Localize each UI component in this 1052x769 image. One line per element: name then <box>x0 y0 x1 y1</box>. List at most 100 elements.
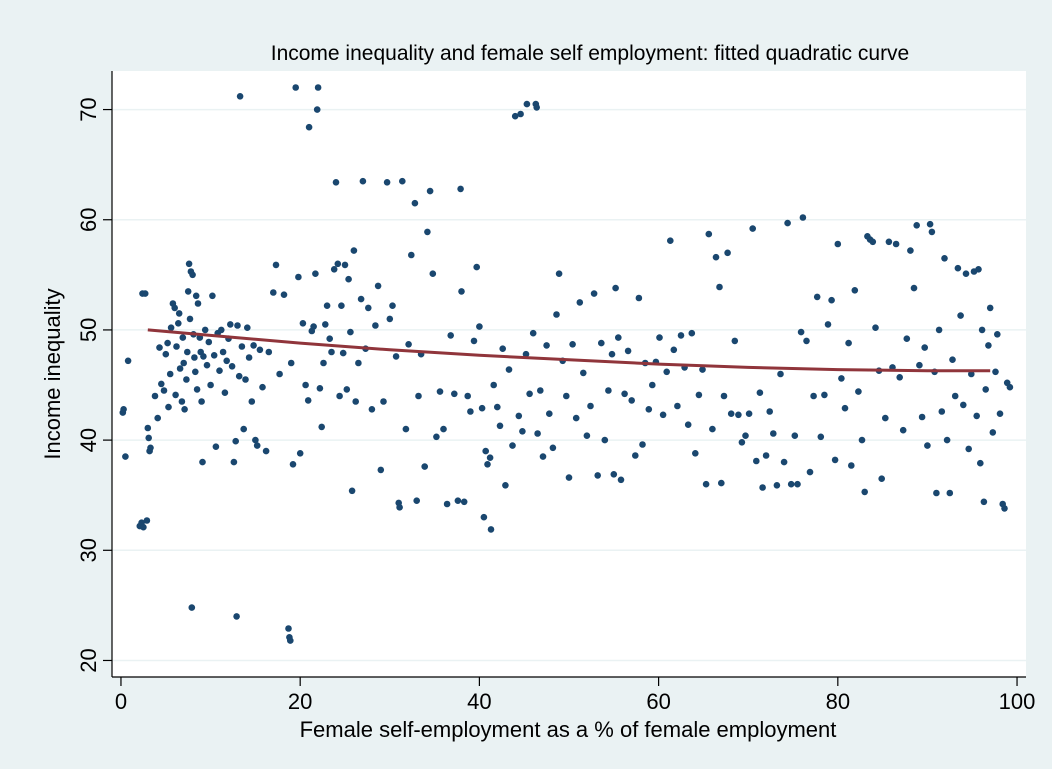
data-point <box>178 398 186 405</box>
data-point <box>171 304 178 312</box>
data-point <box>885 238 893 246</box>
data-point <box>659 411 667 419</box>
data-point <box>248 398 256 405</box>
data-point <box>205 338 213 346</box>
data-point <box>709 425 716 433</box>
data-point <box>949 356 956 364</box>
data-point <box>175 320 182 327</box>
data-point <box>212 443 220 451</box>
data-point <box>280 291 288 299</box>
data-point <box>270 289 277 296</box>
data-point <box>347 328 354 336</box>
data-point <box>392 353 400 360</box>
data-point <box>918 413 926 421</box>
data-point <box>180 359 187 367</box>
data-point <box>994 331 1001 338</box>
data-point <box>234 322 241 329</box>
data-point <box>576 299 584 306</box>
data-point <box>780 458 788 466</box>
data-point <box>624 347 632 355</box>
data-point <box>372 322 379 329</box>
data-point <box>978 326 986 334</box>
data-point <box>160 387 168 394</box>
data-point <box>903 335 911 343</box>
data-point <box>348 487 356 495</box>
data-point <box>464 392 472 400</box>
data-point <box>841 404 849 412</box>
data-point <box>692 450 699 457</box>
data-point <box>359 177 367 185</box>
data-point <box>355 359 362 367</box>
data-point <box>727 410 735 418</box>
data-point <box>295 273 302 281</box>
data-point <box>244 324 251 332</box>
data-point <box>147 444 154 452</box>
y-tick-label-60: 60 <box>76 208 101 232</box>
data-point <box>565 474 573 481</box>
data-point <box>803 337 810 345</box>
data-point <box>695 391 703 399</box>
data-point <box>975 266 982 273</box>
data-point <box>299 320 307 327</box>
data-point <box>334 260 342 268</box>
data-point <box>183 376 190 383</box>
data-point <box>628 397 635 404</box>
data-point <box>946 489 954 497</box>
data-point <box>926 220 934 228</box>
data-point <box>968 370 975 378</box>
data-point <box>933 489 940 497</box>
data-point <box>236 93 244 100</box>
x-tick-label-40: 40 <box>467 689 491 714</box>
data-point <box>443 500 451 508</box>
data-point <box>583 432 591 440</box>
data-point <box>413 497 421 505</box>
data-point <box>122 453 129 460</box>
data-point <box>405 341 412 348</box>
data-point <box>305 123 313 131</box>
data-point <box>216 367 223 375</box>
data-point <box>913 222 920 229</box>
data-point <box>233 613 240 620</box>
data-point <box>572 414 580 422</box>
data-point <box>365 304 372 312</box>
data-point <box>773 482 781 489</box>
data-point <box>167 324 175 332</box>
data-point <box>199 458 206 466</box>
data-point <box>245 354 253 361</box>
data-point <box>242 376 249 383</box>
data-point <box>141 290 149 297</box>
data-point <box>612 284 619 292</box>
data-point <box>124 357 132 365</box>
data-point <box>951 392 959 400</box>
chart-title: Income inequality and female self employ… <box>271 42 910 65</box>
data-point <box>383 179 391 186</box>
data-point <box>312 270 319 278</box>
data-point <box>265 348 273 356</box>
data-point <box>896 374 903 381</box>
data-point <box>601 436 609 444</box>
data-point <box>496 422 504 430</box>
data-point <box>296 450 304 457</box>
data-point <box>724 249 731 257</box>
data-point <box>938 408 946 415</box>
data-point <box>262 447 270 455</box>
data-point <box>943 436 951 444</box>
data-point <box>219 348 227 356</box>
data-point <box>389 302 396 310</box>
data-point <box>176 365 184 372</box>
data-point <box>605 387 612 394</box>
data-point <box>716 283 723 291</box>
data-point <box>590 290 598 297</box>
data-point <box>276 370 283 378</box>
data-point <box>735 411 742 419</box>
data-point <box>175 310 183 317</box>
data-point <box>982 386 989 393</box>
data-point <box>218 326 225 334</box>
data-point <box>285 625 292 632</box>
y-tick-label-70: 70 <box>76 97 101 121</box>
data-point <box>332 179 340 186</box>
data-point <box>140 523 147 531</box>
data-point <box>421 463 429 470</box>
data-point <box>787 480 795 488</box>
